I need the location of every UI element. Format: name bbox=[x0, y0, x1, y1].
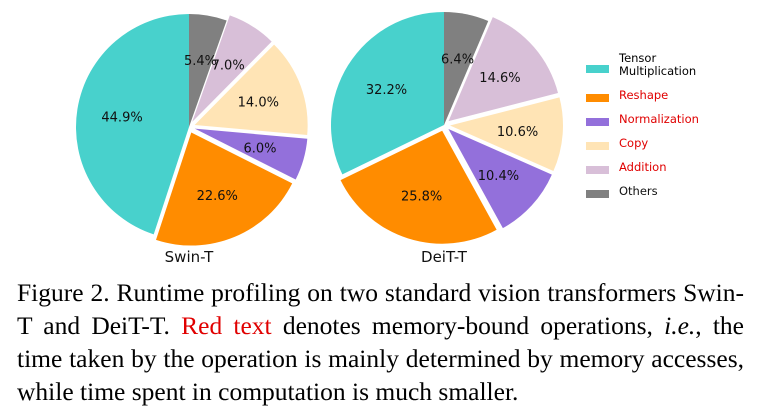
legend-item-reshape: Reshape bbox=[586, 89, 699, 102]
legend-swatch bbox=[586, 94, 609, 102]
pie-slice-label: 6.0% bbox=[243, 141, 276, 156]
legend-item-others: Others bbox=[586, 185, 699, 198]
pie-slice-label: 5.4% bbox=[184, 54, 217, 69]
legend-swatch bbox=[586, 190, 609, 198]
legend-swatch bbox=[586, 166, 609, 174]
legend: Tensor Multiplication Reshape Normalizati… bbox=[586, 52, 699, 209]
legend-label: Reshape bbox=[619, 88, 669, 102]
pie-slice-reshape bbox=[340, 130, 497, 244]
legend-label: Others bbox=[619, 184, 658, 198]
legend-item-normalization: Normalization bbox=[586, 113, 699, 126]
pie-slice-addition bbox=[192, 15, 272, 122]
pie-slice-reshape bbox=[156, 132, 293, 246]
pie-slice-tensor-multiplication bbox=[330, 12, 444, 175]
legend-label: Addition bbox=[619, 160, 667, 174]
legend-item-addition: Addition bbox=[586, 161, 699, 174]
pie-slice-label: 22.6% bbox=[197, 189, 238, 204]
pie-slice-label: 44.9% bbox=[101, 110, 142, 125]
pie-slice-others bbox=[189, 14, 227, 127]
legend-label: Tensor bbox=[619, 51, 657, 65]
pie-slice-label: 10.6% bbox=[497, 125, 538, 140]
legend-label: Copy bbox=[619, 136, 649, 150]
pie-slice-normalization bbox=[194, 128, 308, 180]
legend-label: Normalization bbox=[619, 112, 699, 126]
pie-slice-label: 25.8% bbox=[401, 189, 442, 204]
pie-slice-copy bbox=[194, 44, 308, 136]
pie-slice-label: 6.4% bbox=[441, 53, 474, 68]
pie-slice-copy bbox=[449, 97, 563, 172]
swin-t-title: Swin-T bbox=[165, 248, 214, 266]
legend-item-tensor-multiplication: Tensor Multiplication bbox=[586, 52, 699, 78]
deit-t-pie: 32.2% 25.8% 10.4% 10.6% 14.6% 6.4% bbox=[330, 12, 563, 244]
legend-swatch bbox=[586, 118, 609, 126]
legend-swatch bbox=[586, 65, 609, 73]
figure-caption: Figure 2. Runtime profiling on two stand… bbox=[17, 278, 745, 406]
pie-slice-addition bbox=[448, 17, 559, 122]
legend-swatch bbox=[586, 142, 609, 150]
swin-t-pie: 44.9% 22.6% 6.0% 14.0% 7.0%5.4% bbox=[76, 14, 308, 246]
deit-t-title: DeiT-T bbox=[421, 248, 468, 266]
pie-slice-label: 7.0% bbox=[212, 58, 245, 73]
legend-item-copy: Copy bbox=[586, 137, 699, 150]
legend-label: Multiplication bbox=[619, 64, 697, 78]
pie-slice-tensor-multiplication bbox=[76, 14, 189, 235]
pie-slice-label: 14.6% bbox=[479, 71, 520, 86]
pie-slice-normalization bbox=[448, 129, 552, 229]
pie-slice-label: 14.0% bbox=[238, 96, 279, 111]
pie-slice-label: 10.4% bbox=[478, 169, 519, 184]
pie-slice-others bbox=[444, 12, 489, 125]
red-text: Red text bbox=[181, 311, 272, 340]
pie-charts: 44.9% 22.6% 6.0% 14.0% 7.0%5.4% 32.2% 25.8% 10… bbox=[76, 12, 563, 266]
pie-slice-label: 32.2% bbox=[366, 83, 407, 98]
